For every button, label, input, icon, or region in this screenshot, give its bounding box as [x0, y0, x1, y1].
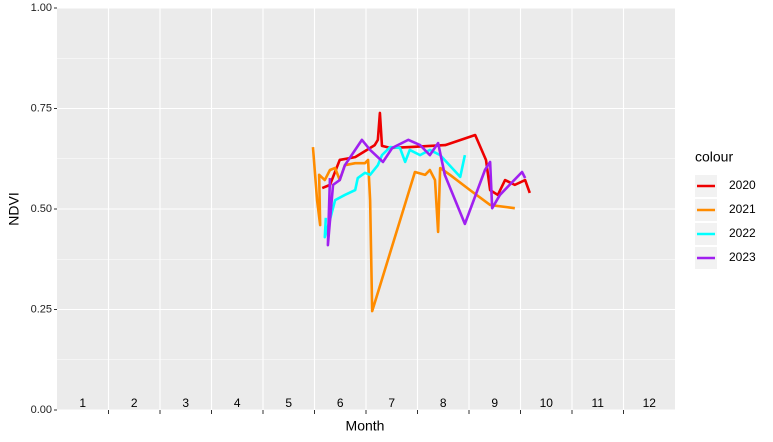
- y-tick-label: 0.25: [31, 303, 52, 315]
- month-label: 6: [337, 396, 344, 410]
- month-label: 12: [643, 396, 657, 410]
- legend-label: 2021: [729, 202, 756, 216]
- month-label: 7: [388, 396, 395, 410]
- series-line: [311, 146, 516, 313]
- month-label: 2: [131, 396, 138, 410]
- y-tick-label: 0.75: [31, 102, 52, 114]
- x-axis-title: Month: [346, 418, 385, 434]
- legend-label: 2020: [729, 178, 756, 192]
- month-label: 4: [234, 396, 241, 410]
- legend-label: 2022: [729, 226, 756, 240]
- series-line: [326, 138, 527, 247]
- month-label: 5: [285, 396, 292, 410]
- legend-label: 2023: [729, 250, 756, 264]
- y-tick-label: 0.50: [31, 203, 52, 215]
- legend-title: colour: [695, 149, 733, 165]
- month-label: 10: [540, 396, 554, 410]
- month-label: 11: [592, 396, 605, 410]
- month-label: 8: [440, 396, 447, 410]
- y-tick-label: 0.00: [31, 404, 52, 416]
- month-label: 3: [182, 396, 189, 410]
- series-line: [321, 111, 531, 197]
- month-label: 9: [491, 396, 498, 410]
- month-label: 1: [79, 396, 86, 410]
- y-axis-title: NDVI: [6, 192, 22, 225]
- y-tick-label: 1.00: [31, 2, 52, 14]
